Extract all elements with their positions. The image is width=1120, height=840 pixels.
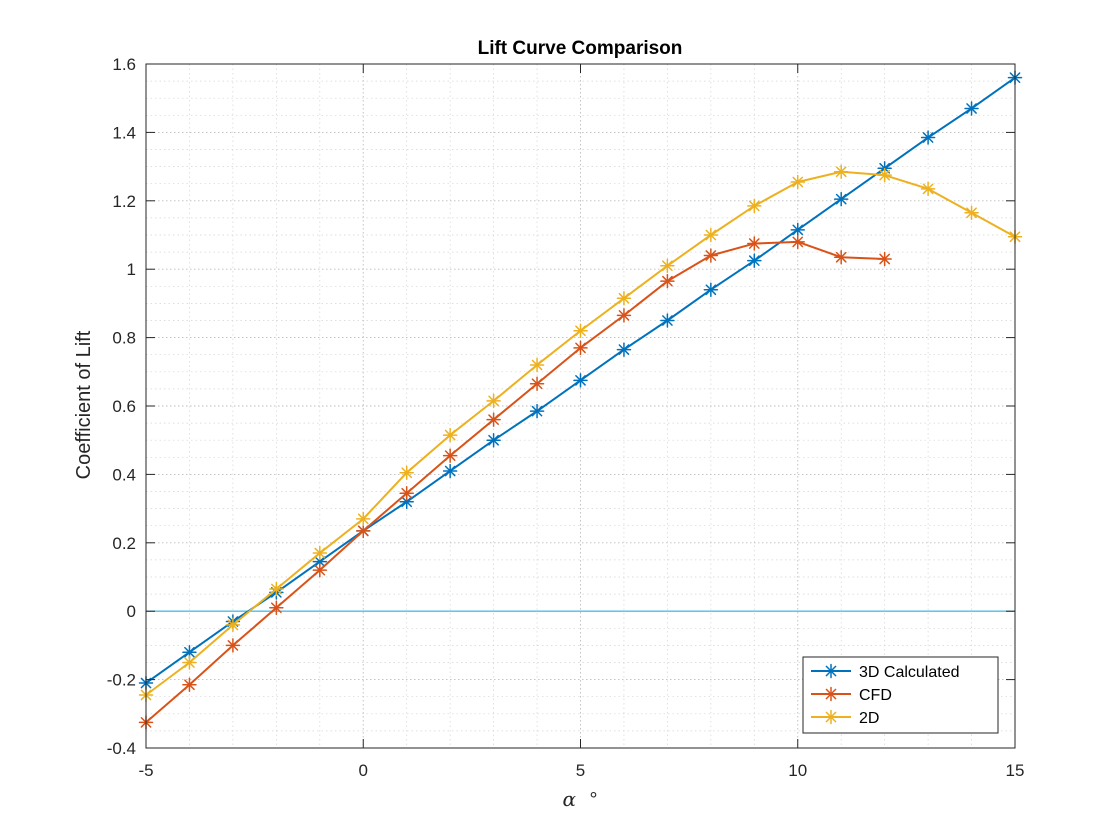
data-point-marker <box>747 198 762 214</box>
y-tick-label: 0.6 <box>112 397 136 416</box>
data-point-marker <box>573 340 588 356</box>
data-point-marker <box>920 181 936 197</box>
data-point-marker <box>790 234 805 250</box>
y-tick-label: 1.2 <box>112 192 136 211</box>
data-point-marker <box>703 248 719 263</box>
data-point-marker <box>703 282 719 297</box>
data-point-marker <box>703 227 719 243</box>
legend-marker-sample <box>823 709 839 725</box>
y-tick-label: 0.4 <box>112 465 136 484</box>
data-point-marker <box>486 412 501 427</box>
data-point-marker <box>616 342 632 357</box>
y-tick-label: 0 <box>127 602 136 621</box>
data-point-marker <box>442 463 458 479</box>
x-tick-label: 0 <box>359 761 368 780</box>
chart-title: Lift Curve Comparison <box>478 38 683 59</box>
data-point-marker <box>356 523 371 539</box>
data-point-marker <box>182 677 197 692</box>
x-tick-label: 5 <box>576 761 585 780</box>
data-point-marker <box>442 427 458 443</box>
data-point-marker <box>747 253 762 268</box>
data-point-marker <box>269 600 284 616</box>
data-point-marker <box>529 376 545 392</box>
legend-label: 2D <box>859 710 879 727</box>
legend-marker-sample <box>823 663 839 679</box>
data-point-marker <box>486 432 501 448</box>
data-point-marker <box>529 357 545 373</box>
legend-entry: 3D Calculated <box>811 663 960 681</box>
data-point-marker <box>225 638 241 653</box>
x-axis-label-unit: ° <box>590 789 598 811</box>
x-tick-label: -5 <box>138 761 153 780</box>
y-tick-label: -0.4 <box>107 739 136 758</box>
data-point-marker <box>660 273 675 289</box>
data-point-marker <box>399 485 414 501</box>
data-point-marker <box>660 258 675 274</box>
data-point-marker <box>312 545 328 561</box>
data-point-marker <box>920 130 936 145</box>
data-point-marker <box>877 251 892 267</box>
data-point-marker <box>833 191 849 207</box>
data-point-marker <box>356 511 371 527</box>
y-tick-label: 1.4 <box>112 123 136 142</box>
axis-ticks <box>145 63 1016 749</box>
data-point-marker <box>877 167 892 183</box>
data-point-marker <box>312 562 328 578</box>
data-point-marker <box>616 291 632 306</box>
legend: 3D Calculated CFD 2D <box>802 656 999 734</box>
data-point-marker <box>225 617 241 633</box>
x-tick-label: 10 <box>788 761 807 780</box>
x-tick-label: 15 <box>1006 761 1025 780</box>
legend-label: 3D Calculated <box>859 664 960 681</box>
data-point-marker <box>573 373 588 388</box>
y-tick-label: 1 <box>127 260 136 279</box>
y-tick-label: -0.2 <box>107 671 136 690</box>
data-point-marker <box>529 403 545 419</box>
data-point-marker <box>442 448 458 463</box>
data-point-marker <box>399 465 414 480</box>
x-tick-labels: -5 0 5 10 15 <box>138 761 1024 780</box>
y-axis-label: Coefficient of Lift <box>73 330 95 479</box>
x-axis-label: α ° <box>562 787 597 811</box>
data-point-marker <box>486 393 501 409</box>
data-point-marker <box>833 164 849 179</box>
data-point-marker <box>269 581 284 597</box>
data-point-marker <box>747 236 762 251</box>
data-point-marker <box>790 174 805 190</box>
data-point-marker <box>964 205 979 221</box>
legend-marker-sample <box>823 686 839 702</box>
y-tick-label: 1.6 <box>112 55 136 74</box>
series-line <box>145 240 885 724</box>
data-point-marker <box>573 323 588 339</box>
y-tick-label: 0.8 <box>112 329 136 348</box>
y-tick-labels: -0.4 -0.2 0 0.2 0.4 0.6 0.8 1 1.2 1.4 1.6 <box>107 55 136 758</box>
x-axis-label-symbol: α <box>562 787 576 811</box>
data-point-marker <box>660 313 675 328</box>
data-point-marker <box>964 101 979 116</box>
data-point-marker <box>616 308 632 323</box>
legend-entry: 2D <box>811 709 879 727</box>
legend-label: CFD <box>859 687 892 704</box>
data-point-marker <box>833 249 849 265</box>
series-cfd <box>138 234 892 730</box>
legend-entry: CFD <box>811 686 892 704</box>
data-point-marker <box>182 655 197 670</box>
data-point-marker <box>790 222 805 238</box>
y-tick-label: 0.2 <box>112 534 136 553</box>
